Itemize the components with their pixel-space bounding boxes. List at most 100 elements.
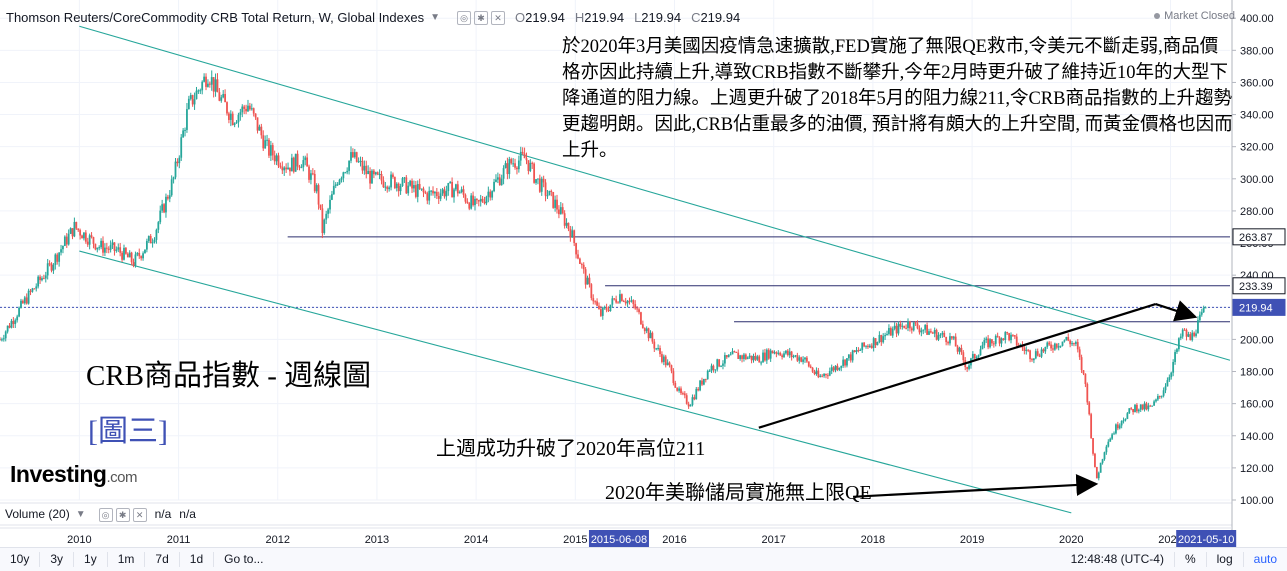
goto-button[interactable]: Go to... xyxy=(224,552,264,566)
clock-readout[interactable]: 12:48:48 (UTC-4) xyxy=(1070,552,1164,566)
candle-body-595 xyxy=(1134,404,1136,413)
eye-icon[interactable]: ◎ xyxy=(457,11,472,25)
time-tick-label-10: 2020 xyxy=(1059,534,1083,546)
candle-body-197 xyxy=(374,172,377,175)
candle-body-393 xyxy=(748,355,751,358)
symbol-name[interactable]: Thomson Reuters/CoreCommodity CRB Total … xyxy=(6,9,425,25)
auto-toggle[interactable]: auto xyxy=(1242,552,1287,567)
candle-body-22 xyxy=(41,278,43,281)
candle-body-478 xyxy=(910,328,913,331)
candle-body-546 xyxy=(1040,349,1043,357)
range-10y-button[interactable]: 10y xyxy=(0,552,41,567)
candle-body-632 xyxy=(1204,307,1207,309)
range-1y-button[interactable]: 1y xyxy=(74,552,108,567)
candle-body-47 xyxy=(88,235,91,245)
candle-body-170 xyxy=(323,219,326,233)
trend-line-0 xyxy=(758,303,1156,429)
candle-body-561 xyxy=(1069,340,1072,345)
price-tick-label-10: 300.00 xyxy=(1240,174,1274,186)
price-level-label-2: 219.94 xyxy=(1239,302,1273,314)
volume-label[interactable]: Volume (20) xyxy=(5,507,70,521)
close-icon[interactable]: ✕ xyxy=(132,507,147,522)
close-label: C xyxy=(691,9,701,25)
qe-arrow-0 xyxy=(853,474,1099,498)
candle-body-200 xyxy=(380,173,383,181)
percent-toggle[interactable]: % xyxy=(1173,552,1206,567)
candle-body-523 xyxy=(996,335,999,338)
candle-body-419 xyxy=(798,357,801,361)
candle-body-473 xyxy=(901,325,904,327)
close-icon[interactable]: ✕ xyxy=(491,11,506,25)
candle-body-465 xyxy=(886,333,888,336)
candle-body-143 xyxy=(271,145,274,156)
candle-body-502 xyxy=(956,346,959,352)
candle-body-111 xyxy=(210,77,213,85)
candle-body-325 xyxy=(619,294,621,303)
candle-body-431 xyxy=(821,375,824,377)
candle-body-318 xyxy=(605,307,608,311)
candle-body-284 xyxy=(540,178,543,192)
candle-body-125 xyxy=(237,114,240,123)
candle-body-603 xyxy=(1149,405,1152,407)
range-1m-button[interactable]: 1m xyxy=(108,552,146,567)
candle-body-116 xyxy=(220,97,223,101)
candle-body-341 xyxy=(649,332,652,339)
symbol-title[interactable]: Thomson Reuters/CoreCommodity CRB Total … xyxy=(6,10,440,25)
chevron-down-icon[interactable]: ▼ xyxy=(430,11,441,23)
candle-body-7 xyxy=(12,320,15,325)
candle-body-228 xyxy=(434,191,436,194)
candle-body-166 xyxy=(315,185,318,192)
candle-body-174 xyxy=(331,194,333,200)
candle-body-221 xyxy=(420,188,423,190)
candle-body-585 xyxy=(1115,424,1117,434)
candle-body-459 xyxy=(874,338,877,346)
candle-body-190 xyxy=(361,160,364,171)
candle-body-314 xyxy=(598,305,600,310)
candle-body-417 xyxy=(794,355,797,357)
candle-body-127 xyxy=(241,106,244,113)
range-7d-button[interactable]: 7d xyxy=(145,552,180,567)
range-3y-button[interactable]: 3y xyxy=(40,552,75,567)
candle-body-57 xyxy=(107,248,110,250)
candle-body-309 xyxy=(588,277,591,285)
candle-body-621 xyxy=(1183,329,1186,331)
candle-body-212 xyxy=(403,177,406,179)
candle-body-578 xyxy=(1101,459,1104,463)
eye-icon[interactable]: ◎ xyxy=(98,507,113,522)
candle-body-72 xyxy=(136,252,139,255)
candle-body-582 xyxy=(1109,438,1112,442)
candle-body-96 xyxy=(182,130,185,138)
candle-body-296 xyxy=(563,213,566,226)
candle-body-574 xyxy=(1094,453,1096,468)
candle-body-539 xyxy=(1027,349,1030,351)
range-1d-button[interactable]: 1d xyxy=(180,552,215,567)
candle-body-487 xyxy=(928,331,930,335)
logo-domain: .com xyxy=(106,469,137,486)
price-tick-label-4: 180.00 xyxy=(1240,367,1274,379)
candle-body-562 xyxy=(1071,343,1073,345)
candle-body-608 xyxy=(1158,396,1161,398)
channel-line-0 xyxy=(79,25,1231,361)
candle-body-566 xyxy=(1078,349,1081,358)
candle-body-282 xyxy=(537,178,539,180)
log-toggle[interactable]: log xyxy=(1205,552,1243,567)
gear-icon[interactable]: ✱ xyxy=(474,11,489,25)
candle-body-8 xyxy=(14,320,17,325)
candle-body-108 xyxy=(205,76,207,87)
candle-body-491 xyxy=(935,329,938,340)
candle-body-522 xyxy=(994,335,997,344)
candle-body-410 xyxy=(781,355,784,358)
candle-body-80 xyxy=(151,242,154,244)
candle-body-430 xyxy=(819,375,822,378)
candle-body-115 xyxy=(218,92,221,101)
candle-body-390 xyxy=(743,354,745,359)
candle-body-374 xyxy=(712,365,715,371)
candle-body-210 xyxy=(399,186,402,192)
candle-body-156 xyxy=(296,153,299,167)
gear-icon[interactable]: ✱ xyxy=(115,507,130,522)
candle-body-489 xyxy=(931,332,934,334)
chevron-down-icon[interactable]: ▼ xyxy=(75,508,86,520)
trend-lines xyxy=(758,300,1198,498)
chart-caption-title: CRB商品指數 - 週線圖 xyxy=(86,360,372,392)
